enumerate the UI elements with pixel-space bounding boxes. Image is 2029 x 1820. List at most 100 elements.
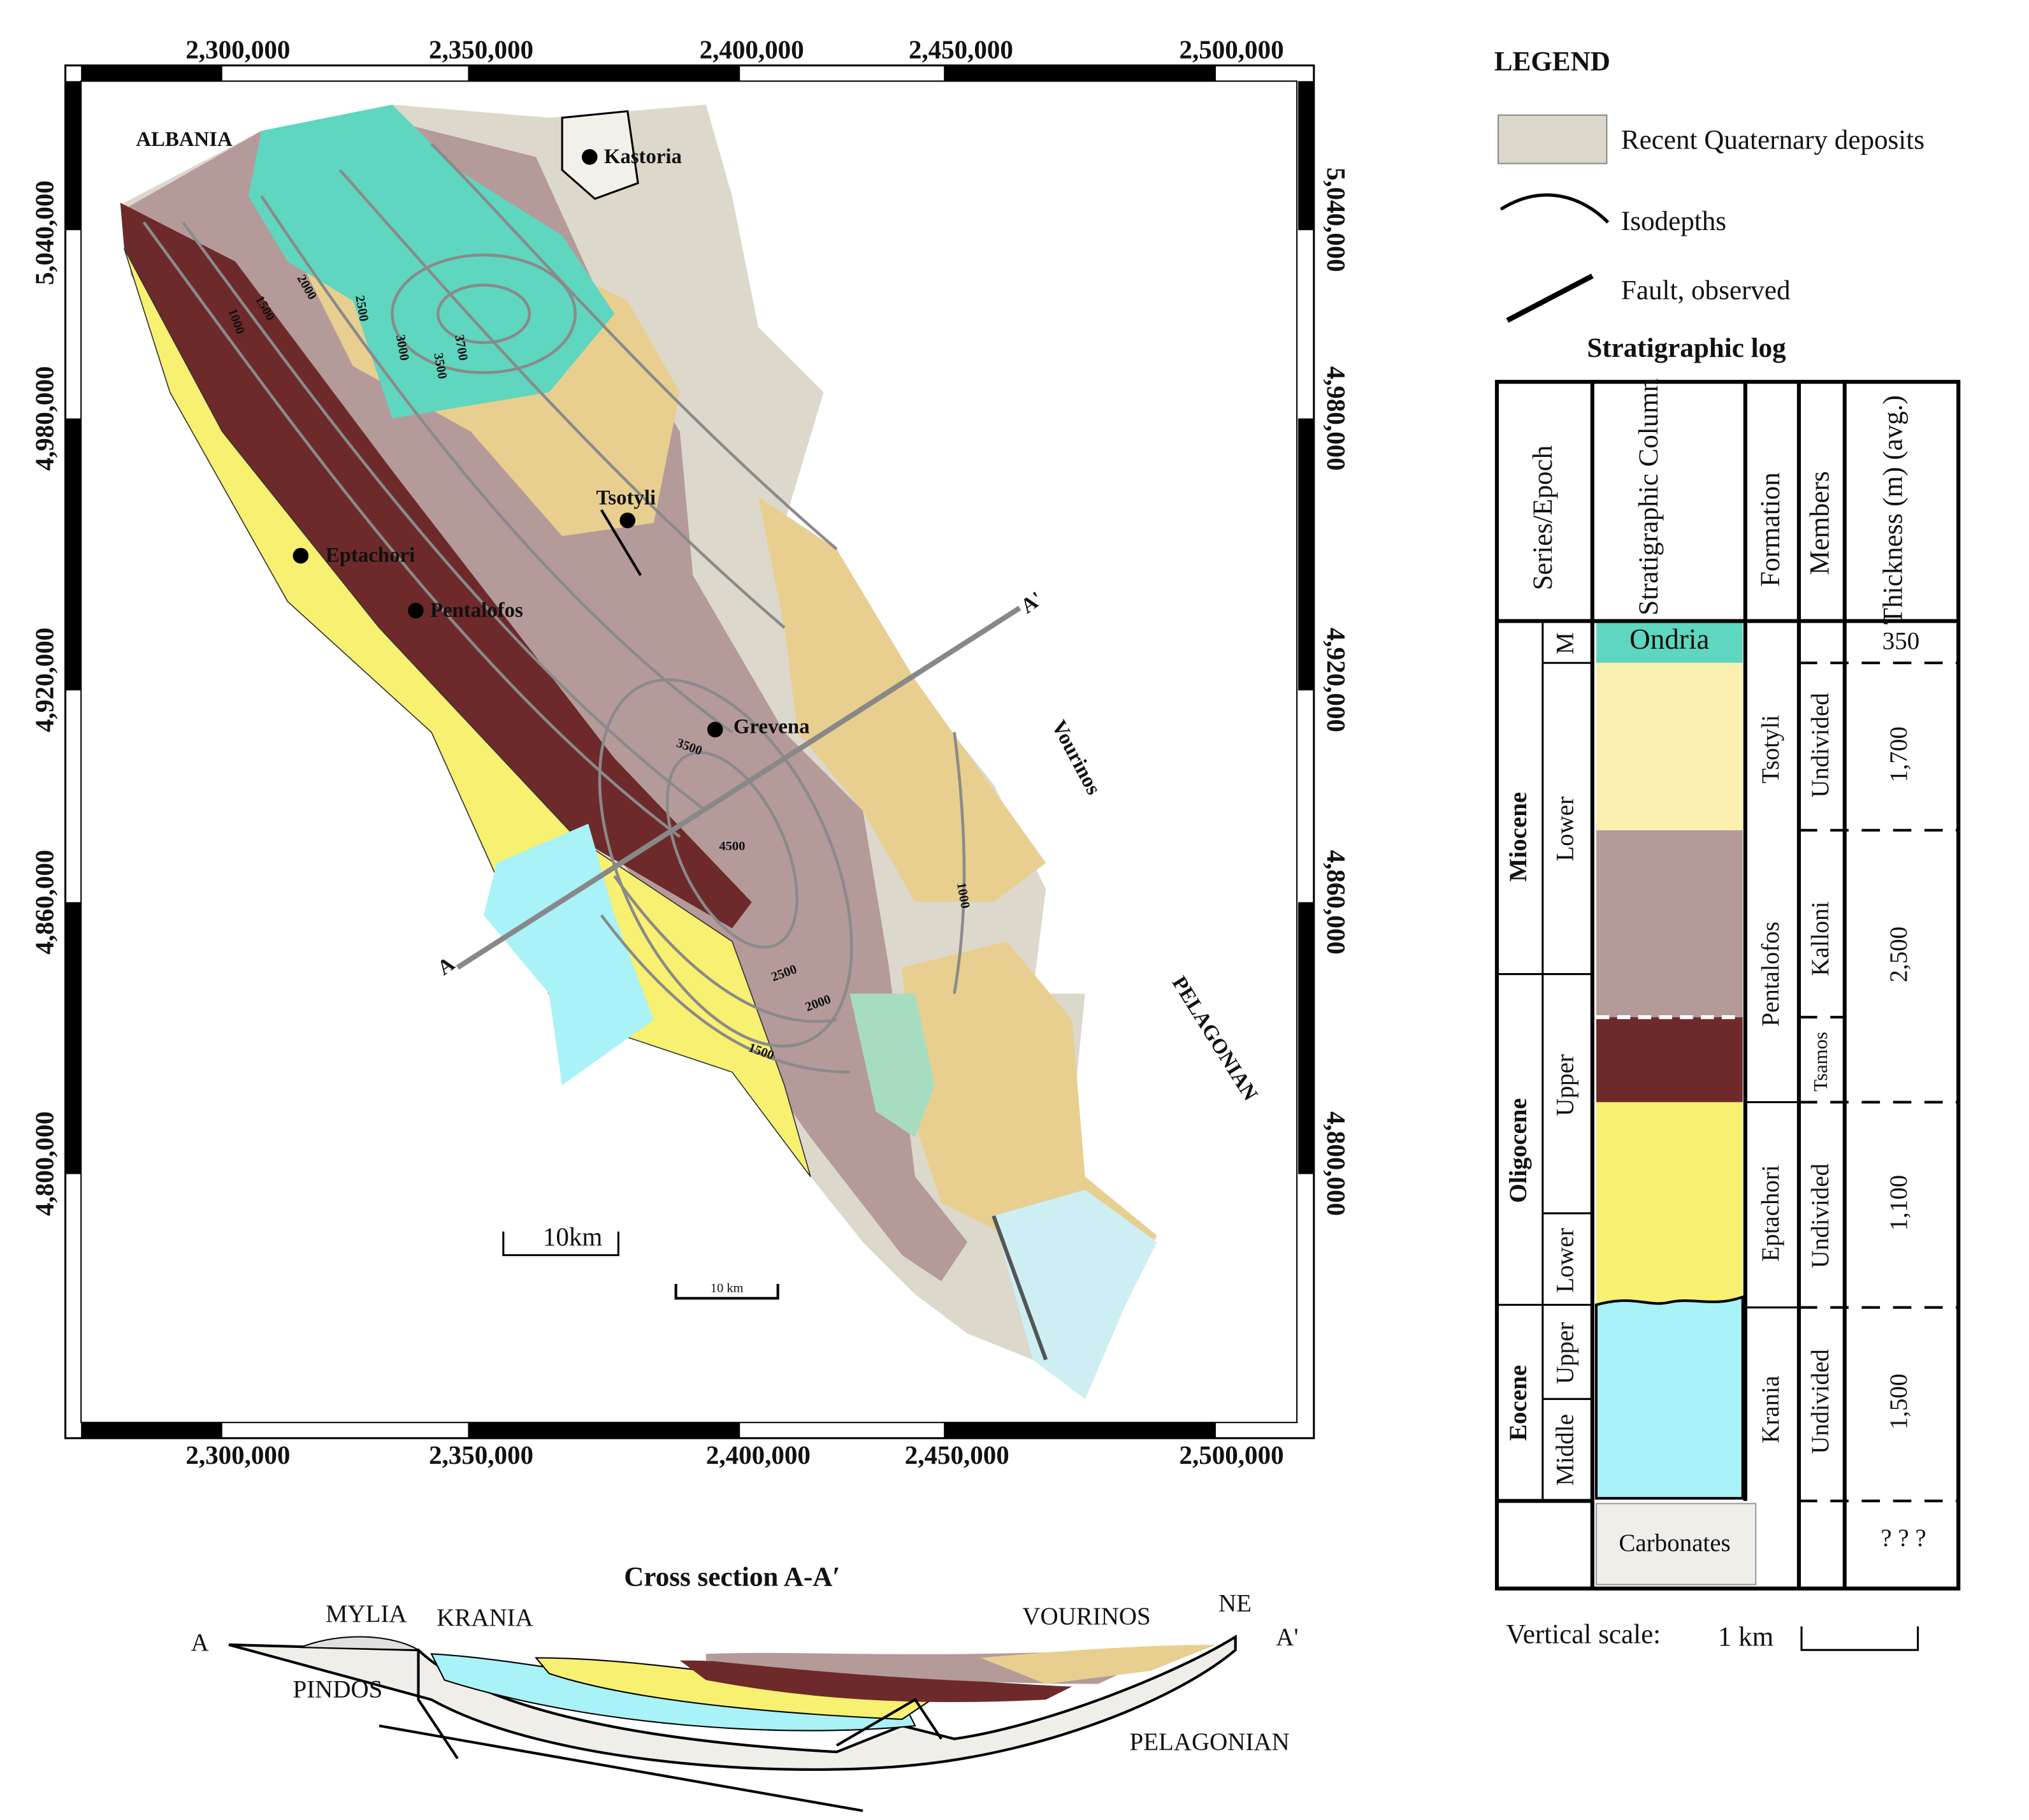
x-coord-label: 2,450,000 xyxy=(905,1440,1009,1470)
section-label: A' xyxy=(1276,1624,1298,1651)
y-coord-label: 4,920,000 xyxy=(1322,628,1351,732)
isodepth-label: 4500 xyxy=(719,839,745,853)
tsotyli-layer xyxy=(980,1644,1216,1684)
scale-bar xyxy=(674,1283,779,1300)
sub-epoch: Upper xyxy=(1552,1054,1579,1116)
town-markers xyxy=(292,149,723,738)
light-green-unit xyxy=(849,993,935,1138)
place-label: ALBANIA xyxy=(136,128,233,151)
column-label: Carbonates xyxy=(1619,1529,1730,1557)
legend-isodepth xyxy=(1499,193,1610,224)
sub-epoch: Middle xyxy=(1552,1414,1579,1486)
place-label: Tsotyli xyxy=(596,486,656,509)
y-coord-label: 4,980,000 xyxy=(1322,366,1351,471)
formation: Pentalofos xyxy=(1757,921,1784,1027)
legend-label: Isodepths xyxy=(1621,206,1726,236)
vertical-scale-unit: 1 km xyxy=(1718,1622,1773,1652)
legend-label: Recent Quaternary deposits xyxy=(1621,126,1924,155)
scale-bar-label: 10 km xyxy=(711,1282,744,1296)
sub-epoch: M xyxy=(1552,632,1579,654)
kastoria-lake xyxy=(561,110,639,200)
scale-bar xyxy=(502,1231,619,1257)
place-label: Eptachori xyxy=(326,544,415,567)
member: Kalloni xyxy=(1807,902,1834,976)
cross-section-title: Cross section A-A′ xyxy=(624,1562,840,1592)
legend-swatch xyxy=(1498,114,1608,164)
x-coord-label: 2,450,000 xyxy=(909,35,1013,64)
formation: Krania xyxy=(1757,1376,1784,1443)
column-kalloni xyxy=(1596,830,1743,1018)
x-coord-label: 2,400,000 xyxy=(706,1440,811,1470)
legend: LEGEND Recent Quaternary deposits Isodep… xyxy=(1494,47,1924,323)
formation: Eptachori xyxy=(1757,1165,1784,1262)
isodepth-contours xyxy=(142,143,966,1074)
ondria xyxy=(248,105,615,419)
section-label: KRANIA xyxy=(437,1604,533,1631)
section-label: NE xyxy=(1218,1589,1252,1617)
formation: Tsotyli xyxy=(1757,715,1784,784)
stratigraphic-log: Stratigraphic log xyxy=(1494,333,1961,1652)
epoch: Eocene xyxy=(1505,1365,1532,1441)
place-label: Kastoria xyxy=(604,145,682,168)
y-coord-label: 4,860,000 xyxy=(1322,850,1351,955)
y-coord-label: 4,980,000 xyxy=(29,366,59,471)
y-coord-label: 5,040,000 xyxy=(1322,168,1351,272)
epoch: Miocene xyxy=(1505,792,1532,882)
legend-fault xyxy=(1506,273,1594,323)
header: Stratigraphic Column xyxy=(1634,379,1664,616)
legend-title: LEGEND xyxy=(1494,47,1610,77)
section-label: PELAGONIAN xyxy=(1130,1728,1290,1756)
tsotyli-southeast xyxy=(902,941,1157,1262)
x-coord-label: 2,500,000 xyxy=(1180,35,1284,64)
section-label: MYLIA xyxy=(326,1600,407,1628)
thickness: 1,700 xyxy=(1885,726,1912,783)
y-coord-label: 4,920,000 xyxy=(29,628,59,732)
header: Thickness (m) (avg.) xyxy=(1879,395,1909,625)
header: Members xyxy=(1805,471,1835,575)
krania xyxy=(484,823,654,1085)
mylia-klippe xyxy=(300,1636,421,1651)
thickness: 2,500 xyxy=(1885,927,1912,983)
thickness: 1,100 xyxy=(1885,1175,1912,1231)
fault xyxy=(992,1215,1048,1361)
eptachori xyxy=(124,248,811,1178)
y-coord-label: 5,040,000 xyxy=(29,180,59,285)
y-coord-label: 4,860,000 xyxy=(29,850,59,955)
fault xyxy=(600,509,642,576)
tsamos-layer xyxy=(679,1660,1072,1702)
log-title: Stratigraphic log xyxy=(1587,333,1786,363)
place-label: Grevena xyxy=(733,715,810,738)
scale-bar-label: 10km xyxy=(543,1222,603,1251)
place-label: Pentalofos xyxy=(430,599,523,622)
x-coord-label: 2,300,000 xyxy=(185,35,290,64)
thickness-dividers xyxy=(1798,661,1959,1503)
section-faults xyxy=(379,1650,942,1812)
map: 2,300,000 2,350,000 2,400,000 2,450,000 … xyxy=(29,35,1351,1470)
member: Undivided xyxy=(1807,693,1834,798)
x-coord-label: 2,400,000 xyxy=(700,35,804,64)
carbonates xyxy=(228,1634,1237,1771)
cross-section: Cross section A-A′ A MYLIA KRANIA PINDOS… xyxy=(191,1562,1298,1812)
thickness: ? ? ? xyxy=(1881,1524,1926,1552)
sub-epoch: Upper xyxy=(1552,1322,1579,1384)
frame-ticks xyxy=(65,65,1314,1438)
vertical-scale-label: Vertical scale: xyxy=(1506,1620,1661,1650)
section-label: A xyxy=(191,1629,209,1656)
column-ondria xyxy=(1596,621,1743,663)
column-label: Ondria xyxy=(1629,623,1709,655)
legend-label: Fault, observed xyxy=(1621,276,1791,306)
sub-epoch: Lower xyxy=(1552,797,1579,862)
section-label: PINDOS xyxy=(293,1676,383,1703)
log-grid xyxy=(1494,380,1961,1591)
x-coord-label: 2,500,000 xyxy=(1180,1440,1284,1470)
column-tsamos xyxy=(1596,1017,1743,1102)
tsotyli-east xyxy=(758,496,1046,902)
x-coord-label: 2,350,000 xyxy=(429,1440,533,1470)
member: Undivided xyxy=(1807,1349,1834,1454)
section-line xyxy=(456,605,1022,970)
thickness: 350 xyxy=(1882,627,1919,654)
x-coord-label: 2,350,000 xyxy=(429,35,533,64)
column-krania xyxy=(1594,1295,1744,1500)
